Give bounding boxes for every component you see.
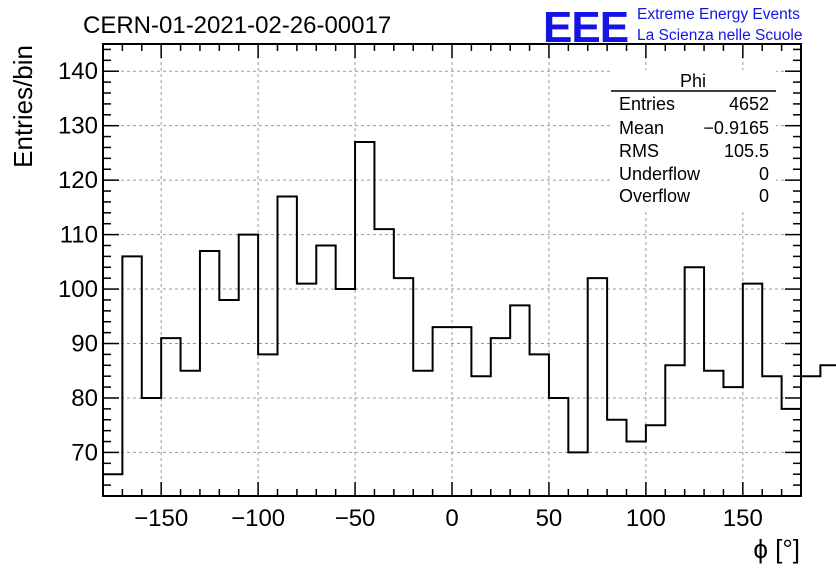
axis-ticks — [103, 44, 801, 496]
stats-box-background — [611, 70, 776, 210]
stats-label: Mean — [619, 118, 664, 138]
logo-subtitle-line1: Extreme Energy Events — [637, 6, 800, 23]
x-axis-title: ϕ [°] — [753, 534, 800, 564]
y-tick-label: 90 — [71, 331, 98, 358]
histogram-line — [103, 141, 836, 476]
x-tick-label: 50 — [536, 505, 563, 532]
stats-label: Entries — [619, 94, 675, 114]
stats-value: 0 — [759, 186, 769, 206]
x-tick-label: 100 — [626, 505, 666, 532]
x-tick-label: 0 — [445, 505, 458, 532]
y-tick-label: 110 — [60, 222, 98, 249]
stats-label: RMS — [619, 141, 659, 161]
y-tick-label: 70 — [71, 439, 98, 466]
x-tick-label: 150 — [723, 505, 763, 532]
x-tick-label: −150 — [134, 505, 188, 532]
stats-label: Overflow — [619, 186, 691, 206]
x-tick-label: −100 — [231, 505, 285, 532]
logo-subtitle-line2: La Scienza nelle Scuole — [637, 27, 802, 44]
stats-value: 4652 — [729, 94, 769, 114]
y-tick-labels: 70 80 90 100 110 120 130 140 — [58, 58, 98, 466]
y-tick-label: 120 — [58, 167, 98, 194]
grid-lines — [103, 44, 801, 496]
x-tick-label: −50 — [335, 505, 376, 532]
stats-value: 105.5 — [724, 141, 769, 161]
y-tick-label: 140 — [58, 58, 98, 85]
stats-title: Phi — [680, 71, 706, 91]
stats-value: 0 — [759, 164, 769, 184]
stats-value: −0.9165 — [703, 118, 769, 138]
stats-label: Underflow — [619, 164, 701, 184]
chart-title: CERN-01-2021-02-26-00017 — [83, 12, 391, 39]
x-tick-labels: −150 −100 −50 0 50 100 150 — [134, 505, 763, 532]
y-axis-title: Entries/bin — [8, 45, 38, 168]
y-tick-label: 100 — [58, 276, 98, 303]
y-tick-label: 130 — [58, 113, 98, 140]
stats-box: Phi Entries 4652 Mean −0.9165 RMS 105.5 … — [611, 70, 776, 210]
y-tick-label: 80 — [71, 385, 98, 412]
